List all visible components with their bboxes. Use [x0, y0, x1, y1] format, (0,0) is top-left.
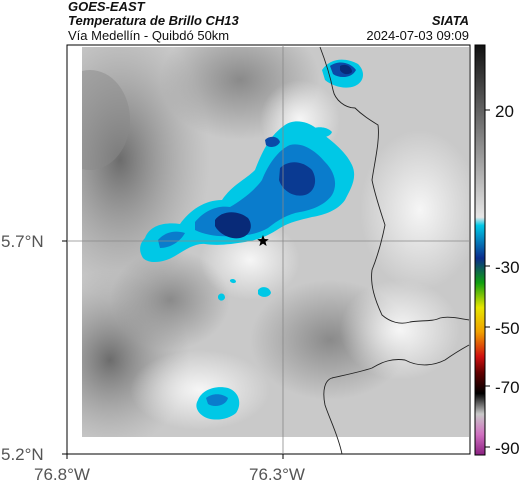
satellite-name: GOES-EAST: [68, 0, 145, 14]
lon-tick-label: 76.8°W: [34, 465, 90, 484]
location-star-icon: [257, 235, 269, 246]
colorbar: 20 -30 -50 -70 -90: [474, 44, 520, 458]
route-subtitle: Vía Medellín - Quibdó 50km: [68, 28, 230, 43]
department-borders: [319, 46, 470, 455]
lon-tick-label: 76.3°W: [249, 465, 305, 484]
brightness-temperature-field: [82, 47, 469, 437]
colorbar-label: 20: [495, 102, 514, 121]
product-title: Temperatura de Brillo CH13: [68, 13, 239, 28]
colorbar-label: -50: [495, 319, 520, 338]
lat-tick-label: 5.7°N: [1, 232, 44, 251]
colorbar-label: -70: [495, 378, 520, 397]
colorbar-label: -90: [495, 439, 520, 458]
colorbar-label: -30: [495, 258, 520, 277]
axis-ticks: [62, 240, 284, 459]
org-label: SIATA: [431, 13, 469, 28]
datetime-label: 2024-07-03 09:09: [366, 28, 469, 43]
lat-tick-label: 5.2°N: [1, 445, 44, 464]
